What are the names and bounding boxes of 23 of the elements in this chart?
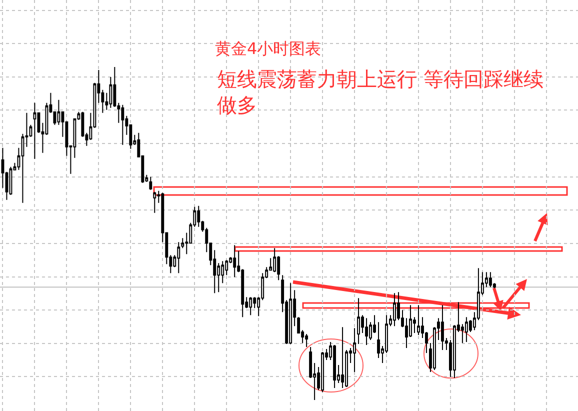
- candlestick: [233, 244, 236, 278]
- candlestick: [289, 282, 292, 345]
- candlestick: [488, 272, 492, 288]
- candlestick: [441, 304, 444, 351]
- candlestick: [177, 242, 180, 274]
- annotation: 短线震荡蓄力朝上运行 等待回踩继续做多: [217, 67, 544, 117]
- candlestick: [365, 318, 368, 346]
- candlestick: [121, 104, 124, 146]
- candlestick: [464, 316, 468, 343]
- candlestick: [417, 304, 420, 336]
- candlestick: [305, 334, 308, 348]
- candlestick: [353, 328, 356, 373]
- candlestick: [33, 102, 36, 160]
- candlestick: [393, 292, 396, 327]
- candlestick: [341, 326, 344, 389]
- candlestick: [333, 344, 336, 389]
- chart-title: 黄金4小时图表: [215, 39, 322, 58]
- candlestick: [357, 298, 360, 345]
- candlestick: [321, 352, 324, 393]
- candlestick: [249, 296, 252, 316]
- candlestick: [153, 191, 156, 214]
- candlestick: [377, 322, 380, 359]
- candlestick: [149, 176, 152, 190]
